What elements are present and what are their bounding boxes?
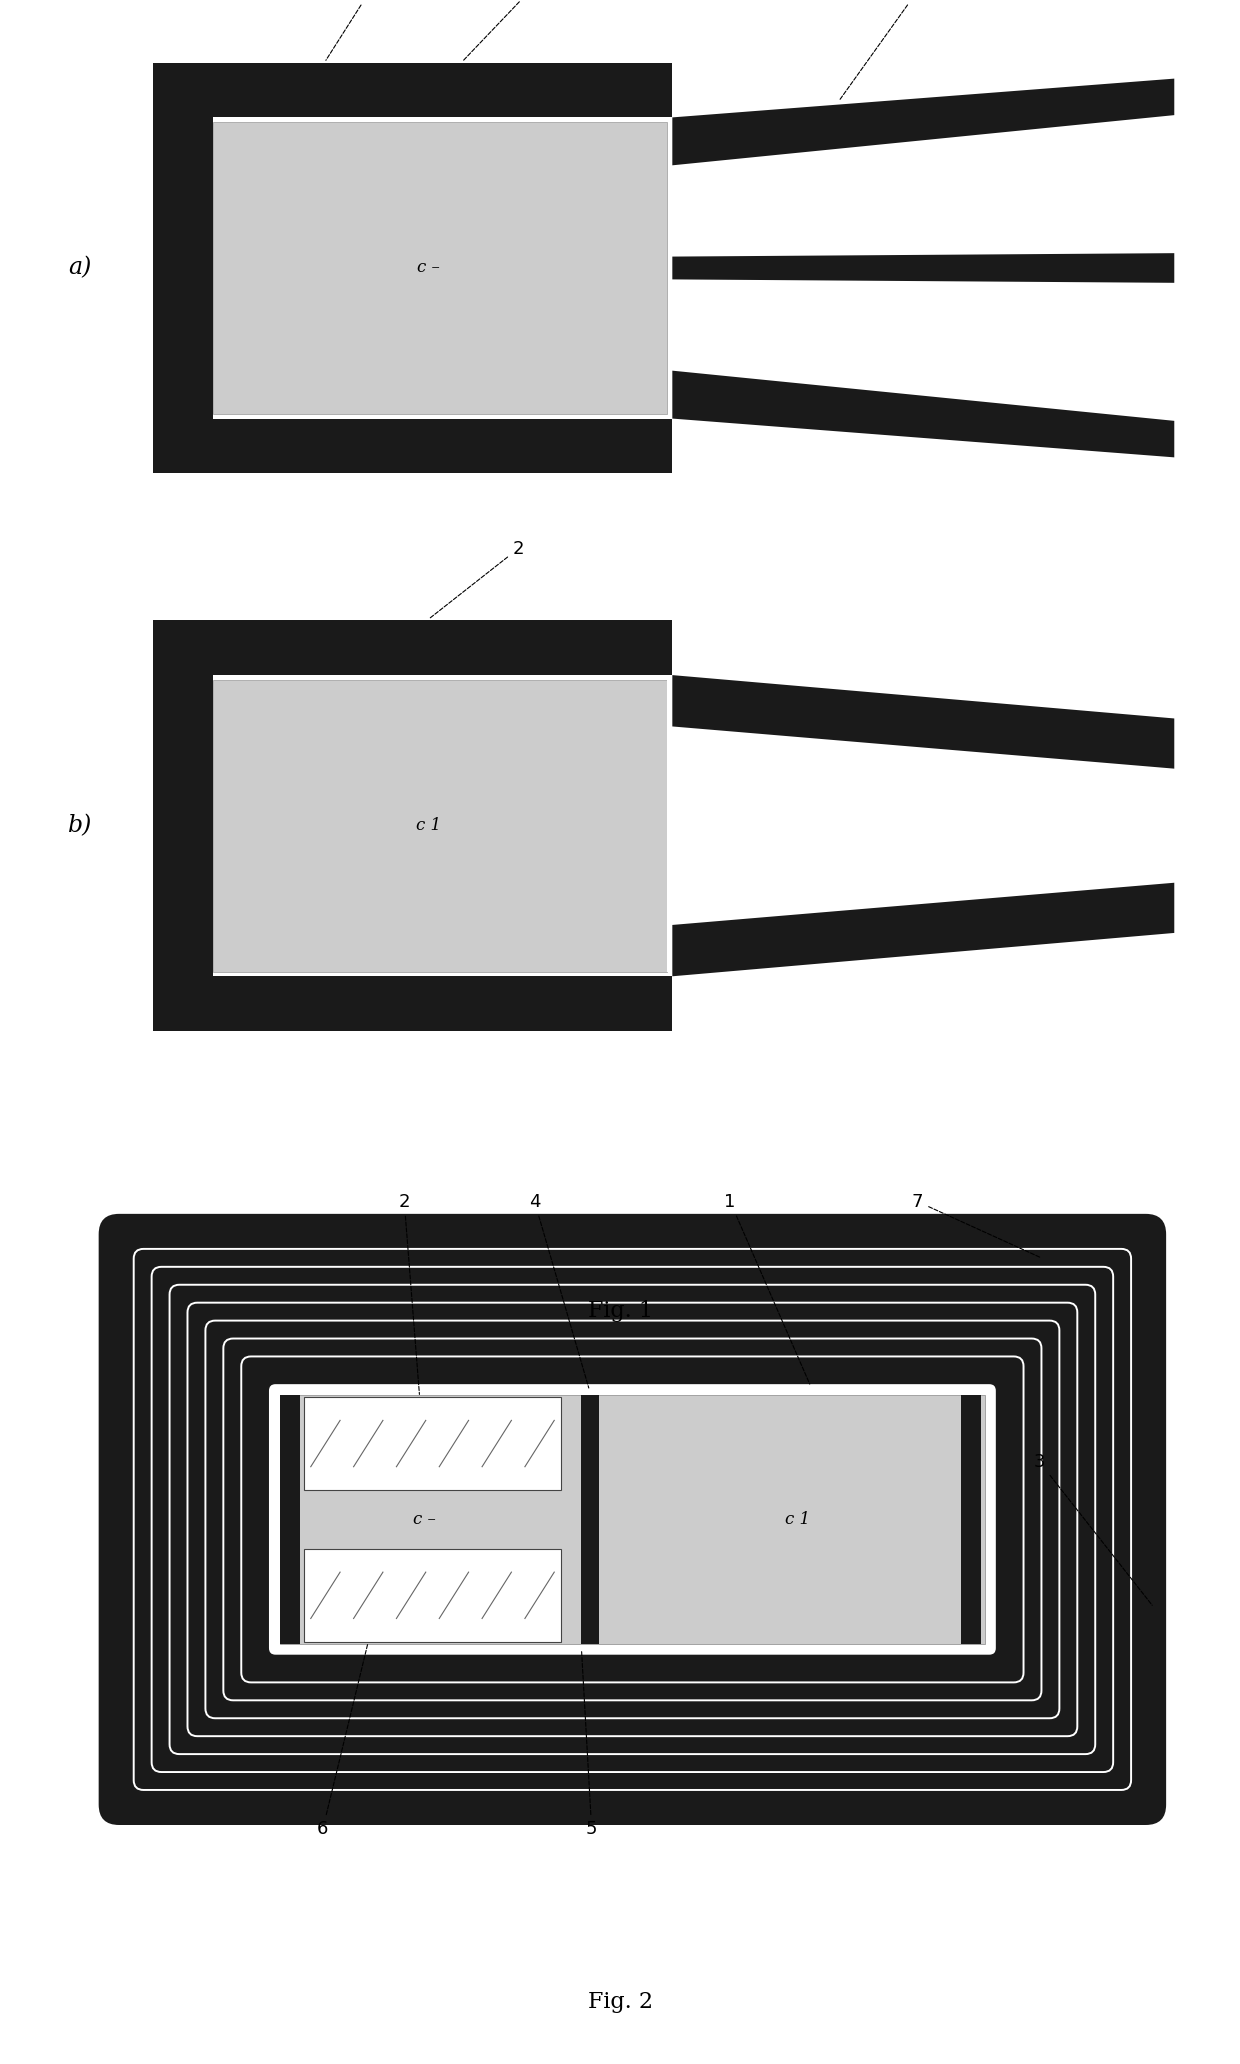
Text: 1: 1 xyxy=(724,1193,810,1385)
Bar xyxy=(304,1397,560,1490)
Polygon shape xyxy=(672,254,1174,283)
Text: 1: 1 xyxy=(464,0,536,60)
Bar xyxy=(212,675,707,976)
Text: 2: 2 xyxy=(398,1193,419,1395)
FancyBboxPatch shape xyxy=(269,1385,996,1655)
Bar xyxy=(154,976,672,1032)
Text: Fig. 1: Fig. 1 xyxy=(588,1300,652,1321)
Bar xyxy=(154,62,672,118)
Bar xyxy=(304,1548,560,1641)
Polygon shape xyxy=(672,883,1174,976)
Bar xyxy=(154,419,672,473)
Polygon shape xyxy=(672,675,1174,768)
Bar xyxy=(279,1395,300,1645)
Bar xyxy=(961,1395,981,1645)
Bar xyxy=(154,621,672,675)
Bar xyxy=(154,62,212,473)
Bar xyxy=(154,621,212,1032)
Text: c –: c – xyxy=(413,1511,435,1527)
Text: b): b) xyxy=(68,813,92,838)
Text: 7: 7 xyxy=(911,1193,1040,1257)
Text: 4: 4 xyxy=(529,1193,589,1387)
FancyBboxPatch shape xyxy=(99,1214,1166,1825)
Polygon shape xyxy=(672,372,1174,458)
Text: 4: 4 xyxy=(326,0,376,60)
Text: c 1: c 1 xyxy=(785,1511,810,1527)
Text: a): a) xyxy=(68,256,91,279)
Text: 3: 3 xyxy=(1034,1453,1152,1606)
Text: 2: 2 xyxy=(429,539,525,619)
Bar xyxy=(580,1395,599,1645)
Text: c –: c – xyxy=(417,260,440,277)
Bar xyxy=(212,679,667,972)
Text: c 1: c 1 xyxy=(415,817,440,834)
Text: 3: 3 xyxy=(839,0,924,101)
Text: Fig. 2: Fig. 2 xyxy=(588,1992,652,2012)
Text: 6: 6 xyxy=(317,1645,367,1839)
Polygon shape xyxy=(672,78,1174,165)
Bar xyxy=(212,118,707,419)
Bar xyxy=(212,122,667,415)
Text: 5: 5 xyxy=(582,1651,598,1839)
Bar xyxy=(667,679,986,972)
Bar xyxy=(279,1395,986,1645)
